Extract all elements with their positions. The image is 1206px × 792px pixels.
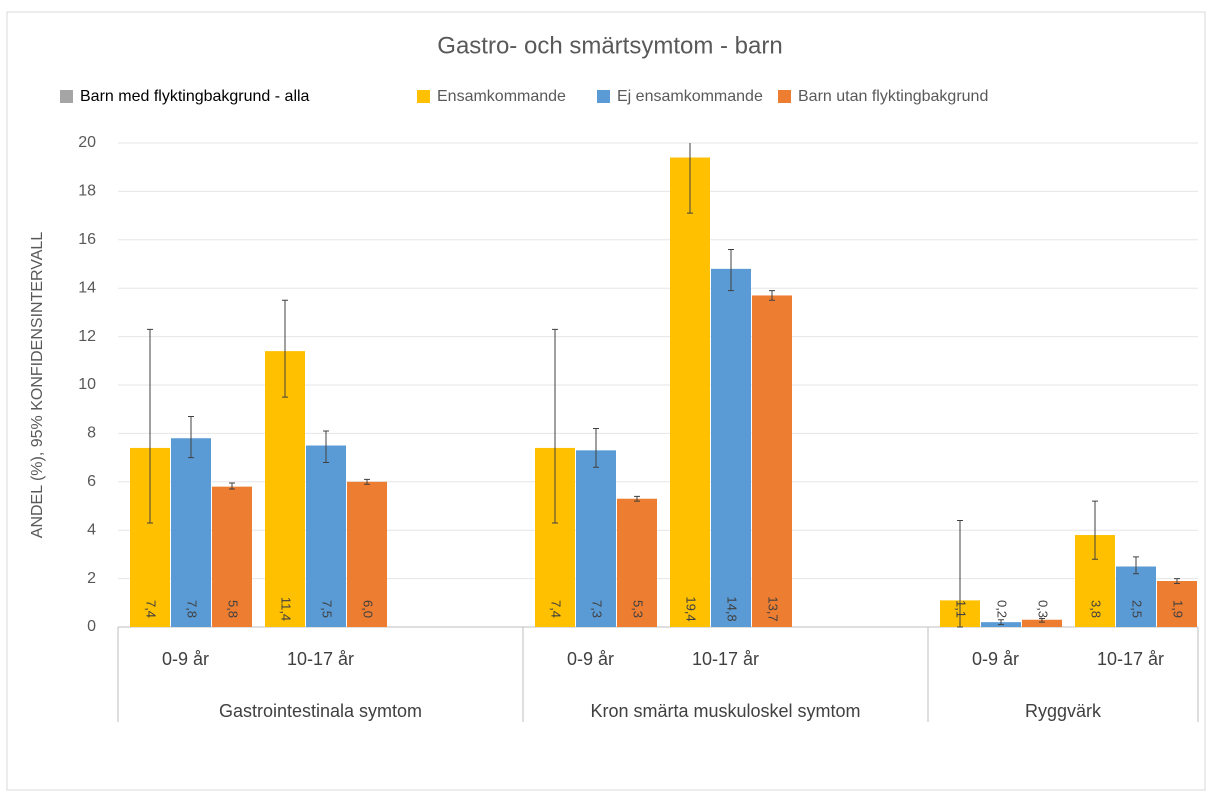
y-tick-label: 14 bbox=[78, 279, 96, 296]
bar bbox=[711, 268, 751, 627]
bar bbox=[347, 481, 387, 627]
legend-label: Barn utan flyktingbakgrund bbox=[798, 88, 988, 105]
data-label: 0,2 bbox=[995, 600, 1010, 618]
error-bar bbox=[1039, 618, 1045, 623]
y-tick-label: 18 bbox=[78, 183, 96, 200]
error-bar bbox=[957, 520, 963, 628]
legend-swatch bbox=[60, 90, 73, 103]
y-tick-label: 6 bbox=[87, 473, 96, 490]
x-tick-label: 10-17 år bbox=[1097, 649, 1164, 669]
legend-label: Ensamkommande bbox=[437, 88, 566, 105]
data-label: 7,3 bbox=[590, 600, 605, 618]
legend-swatch bbox=[597, 90, 610, 103]
data-label: 7,8 bbox=[185, 600, 200, 618]
group-label: Kron smärta muskuloskel symtom bbox=[590, 701, 860, 721]
y-tick-label: 2 bbox=[87, 570, 96, 587]
bar bbox=[670, 157, 710, 627]
error-bar bbox=[188, 415, 194, 459]
x-tick-label: 10-17 år bbox=[692, 649, 759, 669]
chart-frame bbox=[6, 11, 1206, 791]
x-tick-label: 0-9 år bbox=[162, 649, 209, 669]
data-label: 7,4 bbox=[549, 600, 564, 618]
x-tick-label: 0-9 år bbox=[567, 649, 614, 669]
data-label: 7,4 bbox=[144, 600, 159, 618]
error-bar bbox=[552, 328, 558, 524]
error-bar bbox=[634, 495, 640, 502]
bar bbox=[1022, 619, 1062, 627]
error-bar bbox=[1174, 578, 1180, 584]
data-label: 3,8 bbox=[1089, 600, 1104, 618]
error-bar bbox=[728, 248, 734, 292]
data-label: 5,3 bbox=[631, 600, 646, 618]
legend-swatch bbox=[778, 90, 791, 103]
x-tick-label: 10-17 år bbox=[287, 649, 354, 669]
y-tick-label: 20 bbox=[78, 134, 96, 151]
group-label: Gastrointestinala symtom bbox=[219, 701, 422, 721]
bar bbox=[1116, 566, 1156, 627]
data-label: 19,4 bbox=[684, 596, 699, 621]
error-bar bbox=[229, 482, 235, 490]
data-label: 6,0 bbox=[361, 600, 376, 618]
legend-label: Barn med flyktingbakgrund - alla bbox=[80, 88, 310, 105]
y-tick-label: 8 bbox=[87, 425, 96, 442]
y-tick-label: 12 bbox=[78, 328, 96, 345]
error-bar bbox=[364, 478, 370, 485]
y-axis-label: ANDEL (%), 95% KONFIDENSINTERVALL bbox=[29, 232, 46, 539]
data-label: 13,7 bbox=[766, 596, 781, 621]
data-label: 0,3 bbox=[1036, 600, 1051, 618]
error-bar bbox=[769, 290, 775, 301]
error-bar bbox=[147, 328, 153, 524]
bar bbox=[306, 445, 346, 627]
bar bbox=[752, 295, 792, 627]
group-label: Ryggvärk bbox=[1025, 701, 1102, 721]
data-label: 1,9 bbox=[1171, 600, 1186, 618]
data-label: 5,8 bbox=[226, 600, 241, 618]
data-label: 14,8 bbox=[725, 596, 740, 621]
data-label: 2,5 bbox=[1130, 600, 1145, 618]
chart-title: Gastro- och smärtsymtom - barn bbox=[437, 32, 782, 59]
y-tick-label: 16 bbox=[78, 231, 96, 248]
error-bar bbox=[1133, 556, 1139, 575]
bar bbox=[1157, 581, 1197, 627]
error-bar bbox=[323, 430, 329, 463]
y-tick-label: 4 bbox=[87, 521, 96, 538]
y-tick-label: 10 bbox=[78, 376, 96, 393]
y-tick-label: 0 bbox=[87, 618, 96, 635]
error-bar bbox=[1092, 500, 1098, 560]
data-label: 7,5 bbox=[320, 600, 335, 618]
x-tick-label: 0-9 år bbox=[972, 649, 1019, 669]
error-bar bbox=[998, 619, 1004, 626]
data-label: 11,4 bbox=[279, 597, 294, 621]
legend-swatch bbox=[417, 90, 430, 103]
bar bbox=[617, 498, 657, 627]
data-label: 1,1 bbox=[954, 600, 969, 618]
bar bbox=[212, 486, 252, 627]
bar bbox=[576, 450, 616, 627]
legend-label: Ej ensamkommande bbox=[617, 88, 763, 105]
error-bar bbox=[282, 299, 288, 398]
bar bbox=[171, 438, 211, 627]
error-bar bbox=[593, 428, 599, 468]
error-bar bbox=[687, 143, 693, 214]
